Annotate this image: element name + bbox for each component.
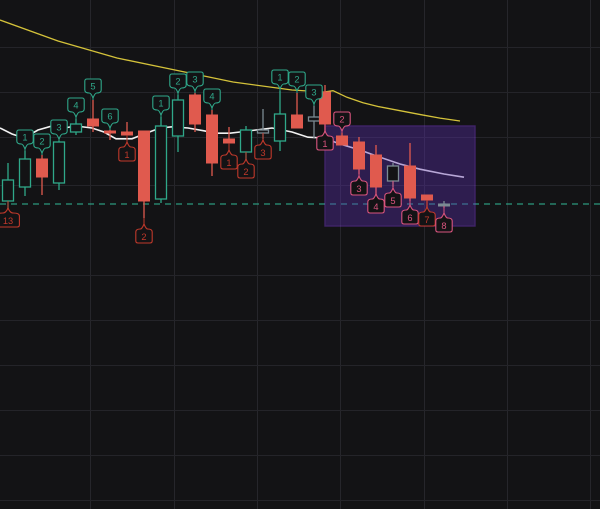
svg-text:1: 1	[158, 98, 163, 108]
svg-text:4: 4	[373, 202, 378, 212]
svg-text:2: 2	[175, 76, 180, 86]
svg-text:7: 7	[424, 215, 429, 225]
svg-text:1: 1	[22, 132, 27, 142]
svg-text:3: 3	[56, 122, 61, 132]
svg-text:6: 6	[407, 213, 412, 223]
svg-text:8: 8	[441, 221, 446, 231]
svg-text:1: 1	[277, 72, 282, 82]
svg-text:1: 1	[124, 150, 129, 160]
svg-text:2: 2	[39, 136, 44, 146]
svg-text:4: 4	[73, 100, 78, 110]
svg-text:2: 2	[243, 167, 248, 177]
svg-text:5: 5	[90, 81, 95, 91]
svg-text:3: 3	[311, 87, 316, 97]
svg-text:1: 1	[226, 158, 231, 168]
svg-text:6: 6	[107, 111, 112, 121]
svg-text:3: 3	[260, 148, 265, 158]
svg-text:2: 2	[294, 74, 299, 84]
svg-text:3: 3	[192, 74, 197, 84]
svg-text:4: 4	[209, 91, 214, 101]
svg-text:2: 2	[141, 232, 146, 242]
svg-text:13: 13	[3, 216, 13, 226]
svg-text:5: 5	[390, 196, 395, 206]
svg-text:2: 2	[339, 114, 344, 124]
svg-text:3: 3	[356, 184, 361, 194]
svg-text:1: 1	[322, 139, 327, 149]
